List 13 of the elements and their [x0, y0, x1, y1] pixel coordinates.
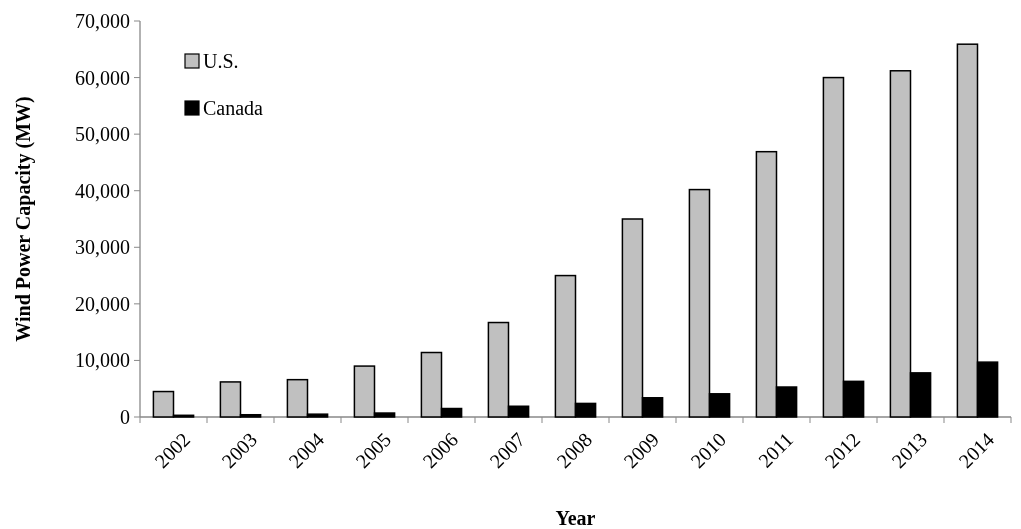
- x-tick-label: 2011: [753, 428, 798, 472]
- y-tick-label: 0: [120, 406, 130, 428]
- legend-label: U.S.: [203, 50, 239, 72]
- y-tick-label: 10,000: [75, 349, 130, 372]
- y-axis-title: Wind Power Capacity (MW): [12, 96, 35, 342]
- x-axis-title: Year: [555, 507, 596, 529]
- y-tick-label: 30,000: [75, 236, 130, 259]
- y-tick-label: 70,000: [75, 10, 130, 32]
- y-tick-label: 40,000: [75, 179, 130, 202]
- y-tick-label: 50,000: [75, 123, 130, 146]
- y-tick-label: 60,000: [75, 66, 130, 89]
- legend-label: Canada: [203, 97, 264, 119]
- y-tick-label: 20,000: [75, 292, 130, 315]
